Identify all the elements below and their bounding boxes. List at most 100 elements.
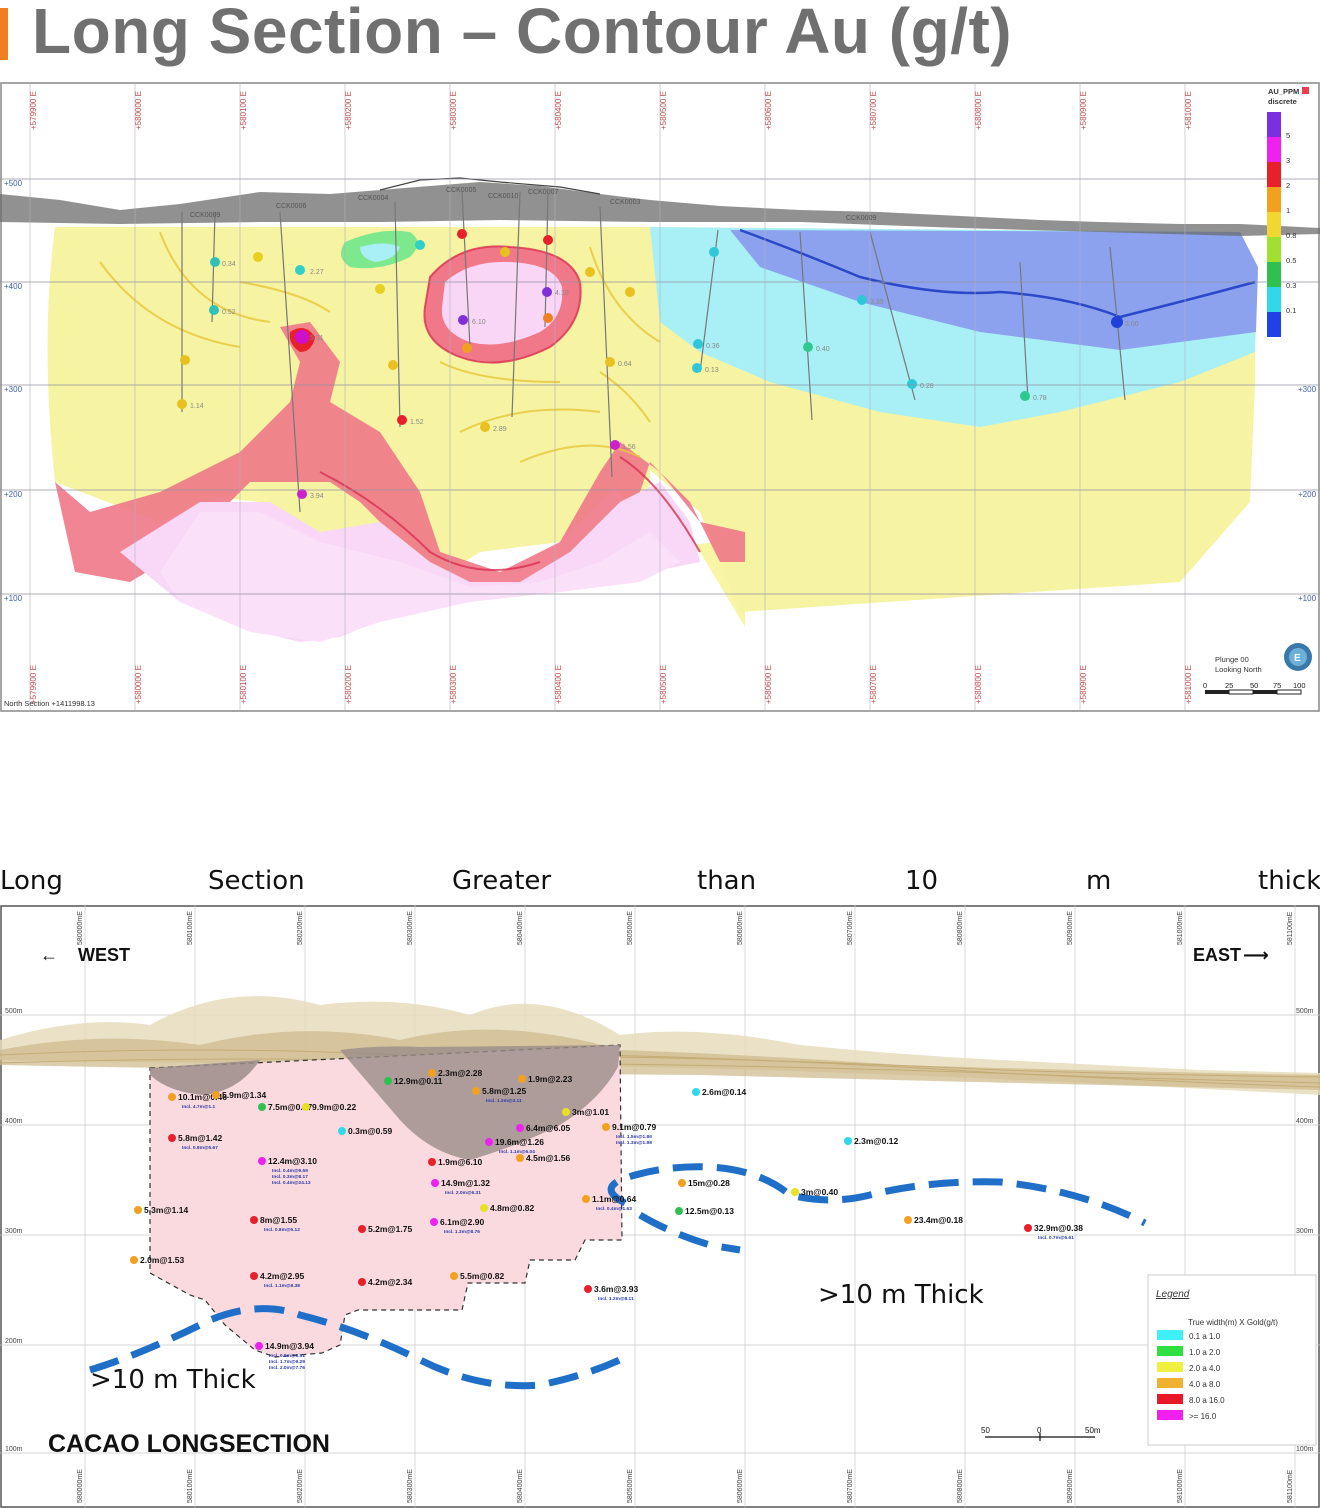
intercept-label: 7.5m@0.27 [268,1102,312,1112]
b-easting-bottom-9: 580800mE [957,1469,964,1503]
b-elev-left-200: 200m [5,1338,23,1345]
intercept-label: 9.1m@0.79 [612,1122,656,1132]
intercept-incl-label: Incl. 0.8m@5.12 [264,1227,300,1233]
b-elev-right-400: 400m [1296,1118,1314,1125]
legend-value-3: 3 [1286,156,1290,165]
b-easting-bottom-12: 581100mE [1287,1469,1294,1503]
b-easting-top-7: 580600mE [737,911,744,945]
subtitle-word-thick: thick [1258,866,1320,896]
intercept-label: 0.3m@0.59 [348,1126,392,1136]
intercept-label: 4.8m@0.82 [490,1203,534,1213]
section-name: CACAO LONGSECTION [48,1430,330,1458]
intercept-marker [338,1127,346,1135]
intercept-label: 5.2m@1.75 [368,1224,412,1234]
intercepts-group: 10.1m@0.46 Incl. 4.7m@1.1 5.9m@1.347.5m@0.… [130,1068,1083,1371]
intercept-incl-label: Incl. 1.2m@8.11 [598,1296,634,1302]
svg-text:E: E [1294,653,1301,664]
easting-bottom-5: +580300 E [449,665,458,704]
intercept-marker [358,1278,366,1286]
intercept-label: 5.9m@1.34 [222,1090,266,1100]
thick-label-left: >10 m Thick [90,1365,256,1395]
intercept-label: 19.6m@1.26 [495,1137,544,1147]
drillhole-label-5: CCK0010 [488,193,518,200]
intercept-incl-label: Incl. 1.1m@6.04 [499,1149,535,1155]
elev-left-300: +300 [4,385,23,394]
intercept-marker [130,1256,138,1264]
intercept-label: 5.8m@1.25 [482,1086,526,1096]
intercept-label: 2.3m@0.12 [854,1136,898,1146]
intercept-marker [212,1091,220,1099]
legend-value-08: 0.8 [1286,231,1296,240]
grade-label-11: 0.13 [705,367,719,374]
intercept-incl-label: Incl. 1.2m@3.11 [486,1098,522,1104]
intercept-incl-label: Incl. 2.0m@7.76 [269,1365,305,1371]
title-accent-bar [0,8,8,60]
intercept-marker [584,1285,592,1293]
b-elev-left-500: 500m [5,1008,23,1015]
intercept-marker [258,1103,266,1111]
intercept-marker [430,1218,438,1226]
easting-top-1: +579900 E [29,91,38,130]
grade-label-10: 0.28 [920,383,934,390]
easting-top-2: +580000 E [134,91,143,130]
b-elev-right-100: 100m [1296,1446,1314,1453]
page-title: Long Section – Contour Au (g/t) [32,0,1013,67]
b-legend-item-1: 0.1 a 1.0 [1189,1332,1221,1341]
intercept-marker [1024,1224,1032,1232]
b-scale-label-50: 50 [981,1426,990,1435]
subtitle-word-greater: Greater [452,866,552,896]
easting-bottom-12: +581000 E [1184,665,1193,704]
intercept-incl-label: Incl. 2.0m@6.31 [445,1190,481,1196]
intercept-incl-label: Incl. 1.3m@8.76 [444,1229,480,1235]
legend-value-1: 1 [1286,206,1290,215]
easting-top-5: +580300 E [449,91,458,130]
intercept-marker [358,1225,366,1233]
easting-bottom-1: +579900 E [29,665,38,704]
intercept-marker [675,1207,683,1215]
b-elev-right-500: 500m [1296,1008,1314,1015]
intercept-marker [428,1158,436,1166]
subtitle-word-m: m [1086,866,1112,896]
grade-label-14: 1.56 [622,444,636,451]
intercept-label: 12.5m@0.13 [685,1206,734,1216]
intercept-label: 3m@1.01 [572,1107,609,1117]
intercept-incl-label: Incl. 1.7m@9.29 [269,1359,305,1365]
intercept-incl-label: Incl. 0.7m@5.61 [1038,1235,1074,1241]
grade-label-5: 0.36 [706,343,720,350]
subtitle-word-long: Long [0,866,63,896]
grade-label-19: 3.39 [870,299,884,306]
b-easting-bottom-1: 580000mE [77,1469,84,1503]
grade-label-13: 3.94 [310,493,324,500]
intercept-label: 5.3m@1.14 [144,1205,188,1215]
easting-top-11: +580900 E [1079,91,1088,130]
legend-value-03: 0.3 [1286,281,1296,290]
b-easting-top-5: 580400mE [517,911,524,945]
intercept-marker [250,1272,258,1280]
scale-label-25: 25 [1225,681,1233,690]
intercept-label: 9.9m@0.22 [312,1102,356,1112]
intercept-label: 1.1m@0.64 [592,1194,636,1204]
grade-label-12: 0.78 [1033,395,1047,402]
grade-label-7: 3.00 [1125,321,1139,328]
intercept-marker [255,1342,263,1350]
intercept-label: 2.6m@0.14 [702,1087,746,1097]
drillhole-label-6: CCK0007 [528,189,558,196]
intercept-incl-label: Incl. 0.8m@5.67 [182,1145,218,1151]
intercept-label: 2.0m@1.53 [140,1255,184,1265]
intercept-legend: Legend True width(m) X Gold(g/t) 0.1 a 1… [1147,1274,1317,1446]
intercept-label: 8m@1.55 [260,1215,297,1225]
b-legend-subtitle: True width(m) X Gold(g/t) [1188,1318,1278,1327]
section-footer: North Section +1411998.13 [4,699,95,708]
intercept-marker [431,1179,439,1187]
b-scale-label-0: 0 [1037,1426,1042,1435]
b-easting-top-2: 580100mE [187,911,194,945]
west-label: WEST [78,945,130,965]
b-legend-item-2: 1.0 a 2.0 [1189,1348,1221,1357]
grade-label-16: 0.64 [618,361,632,368]
east-label: EAST [1193,945,1241,965]
subtitle-word-than: than [697,866,757,896]
b-easting-bottom-6: 580500mE [627,1469,634,1503]
subtitle-word-section: Section [208,866,305,896]
drillhole-label-3: CCK0004 [358,195,388,202]
intercept-marker [791,1188,799,1196]
